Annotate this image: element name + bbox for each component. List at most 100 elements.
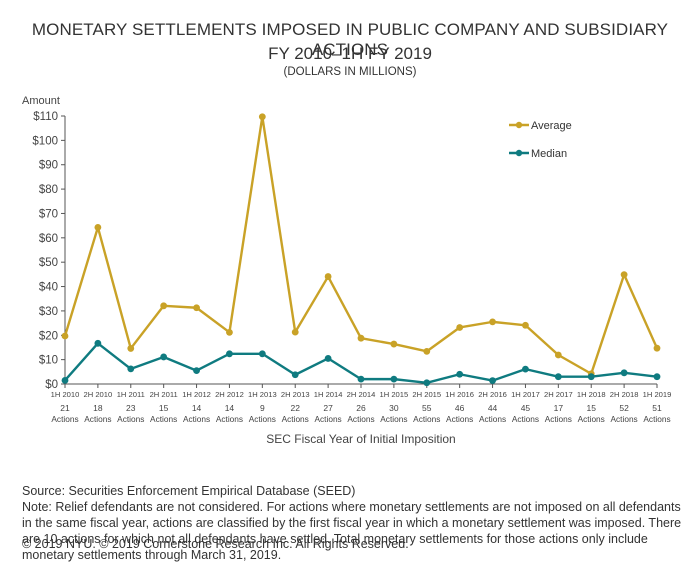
action-count-label: 26 — [356, 403, 366, 413]
source-note: Source: Securities Enforcement Empirical… — [22, 484, 356, 498]
series-group — [61, 113, 661, 387]
y-tick-label: $10 — [39, 355, 58, 367]
data-point-median — [127, 365, 135, 373]
legend-marker-average — [515, 121, 523, 129]
action-count-label: 15 — [586, 403, 596, 413]
action-count-label: 46 — [455, 403, 465, 413]
x-tick-label: 1H 2016 — [445, 390, 474, 399]
x-tick-label: 1H 2015 — [380, 390, 409, 399]
x-tick-label: 1H 2012 — [182, 390, 211, 399]
action-count-label: 45 — [521, 403, 531, 413]
x-tick-label: 1H 2017 — [511, 390, 540, 399]
actions-word-label: Actions — [183, 414, 210, 424]
copyright: © 2019 NYU. © 2019 Cornerstone Research … — [22, 537, 409, 551]
data-point-median — [489, 377, 496, 384]
data-point-average — [61, 332, 69, 340]
chart-subtitle: FY 2010–1H FY 2019 — [268, 44, 432, 63]
actions-word-label: Actions — [413, 414, 440, 424]
actions-word-label: Actions — [315, 414, 342, 424]
y-tick-label: $40 — [39, 282, 58, 294]
data-point-average — [324, 273, 332, 280]
data-point-median — [554, 373, 562, 381]
data-point-average — [489, 318, 496, 326]
data-point-average — [193, 304, 200, 312]
x-tick-label: 2H 2011 — [150, 390, 178, 399]
action-count-label: 9 — [260, 403, 265, 413]
footnote: Note: Relief defendants are not consider… — [22, 500, 682, 562]
data-point-median — [226, 350, 233, 358]
y-tick-label: $100 — [32, 135, 58, 147]
action-count-label: 22 — [290, 403, 300, 413]
actions-word-label: Actions — [249, 414, 276, 424]
legend: Average Median — [509, 120, 572, 160]
x-tick-label: 1H 2010 — [51, 390, 80, 399]
data-point-average — [456, 324, 464, 331]
data-point-median — [61, 376, 69, 384]
action-count-label: 18 — [93, 403, 103, 413]
y-axis-label: Amount — [22, 95, 60, 107]
action-count-label: 51 — [652, 403, 662, 413]
actions-word-label: Actions — [512, 414, 539, 424]
actions-word-label: Actions — [216, 414, 243, 424]
action-count-label: 14 — [192, 403, 202, 413]
actions-word-label: Actions — [347, 414, 374, 424]
actions-word-label: Actions — [578, 414, 605, 424]
action-count-label: 14 — [225, 403, 235, 413]
actions-word-label: Actions — [643, 414, 670, 424]
y-axis: Amount $0 $10 $20 $30 $40 $50 $60 $70 $80 $90 $100 $… — [22, 95, 66, 391]
action-count-label: 27 — [323, 403, 333, 413]
x-tick-label: 1H 2013 — [248, 390, 277, 399]
y-tick-label: $70 — [39, 208, 58, 220]
action-count-label: 23 — [126, 403, 136, 413]
data-point-average — [160, 302, 168, 310]
data-point-median — [357, 375, 365, 383]
action-count-label: 52 — [619, 403, 629, 413]
x-tick-label: 2H 2012 — [215, 390, 244, 399]
x-tick-label: 1H 2018 — [577, 390, 606, 399]
y-tick-label: $110 — [33, 111, 58, 123]
x-tick-label: 1H 2014 — [314, 390, 343, 399]
x-axis-label: SEC Fiscal Year of Initial Imposition — [266, 432, 455, 446]
y-tick-label: $80 — [39, 184, 58, 196]
units-note: (DOLLARS IN MILLIONS) — [283, 66, 417, 78]
data-point-average — [258, 113, 266, 121]
data-point-median — [522, 365, 529, 373]
data-point-average — [390, 340, 398, 348]
chart-title: MONETARY SETTLEMENTS IMPOSED IN PUBLIC C… — [31, 20, 669, 59]
actions-word-label: Actions — [380, 414, 407, 424]
action-count-label: 17 — [554, 403, 564, 413]
y-tick-label: $60 — [39, 233, 58, 245]
data-point-average — [423, 347, 431, 355]
action-count-label: 15 — [159, 403, 169, 413]
data-point-median — [620, 369, 628, 377]
x-tick-label: 2H 2016 — [478, 390, 507, 399]
data-point-average — [94, 223, 102, 231]
actions-word-label: Actions — [611, 414, 638, 424]
data-point-average — [620, 271, 628, 279]
x-tick-label: 2H 2010 — [84, 390, 113, 399]
legend-marker-median — [515, 149, 523, 157]
x-tick-label: 2H 2017 — [544, 390, 573, 399]
actions-word-label: Actions — [51, 414, 78, 424]
data-point-average — [653, 344, 661, 352]
action-count-label: 30 — [389, 403, 399, 413]
actions-word-label: Actions — [117, 414, 144, 424]
actions-word-label: Actions — [545, 414, 572, 424]
action-count-label: 21 — [60, 403, 70, 413]
legend-label-average: Average — [531, 120, 572, 132]
data-point-median — [324, 355, 332, 362]
x-tick-label: 2H 2015 — [412, 390, 441, 399]
x-tick-label: 2H 2014 — [347, 390, 376, 399]
data-point-median — [258, 350, 266, 358]
actions-word-label: Actions — [84, 414, 111, 424]
y-tick-label: $90 — [39, 160, 58, 172]
action-count-label: 55 — [422, 403, 432, 413]
data-point-median — [456, 370, 464, 378]
data-point-median — [390, 375, 398, 383]
y-tick-label: $20 — [39, 330, 58, 342]
data-point-average — [554, 351, 562, 359]
data-point-median — [291, 371, 299, 379]
x-tick-label: 2H 2018 — [610, 390, 639, 399]
